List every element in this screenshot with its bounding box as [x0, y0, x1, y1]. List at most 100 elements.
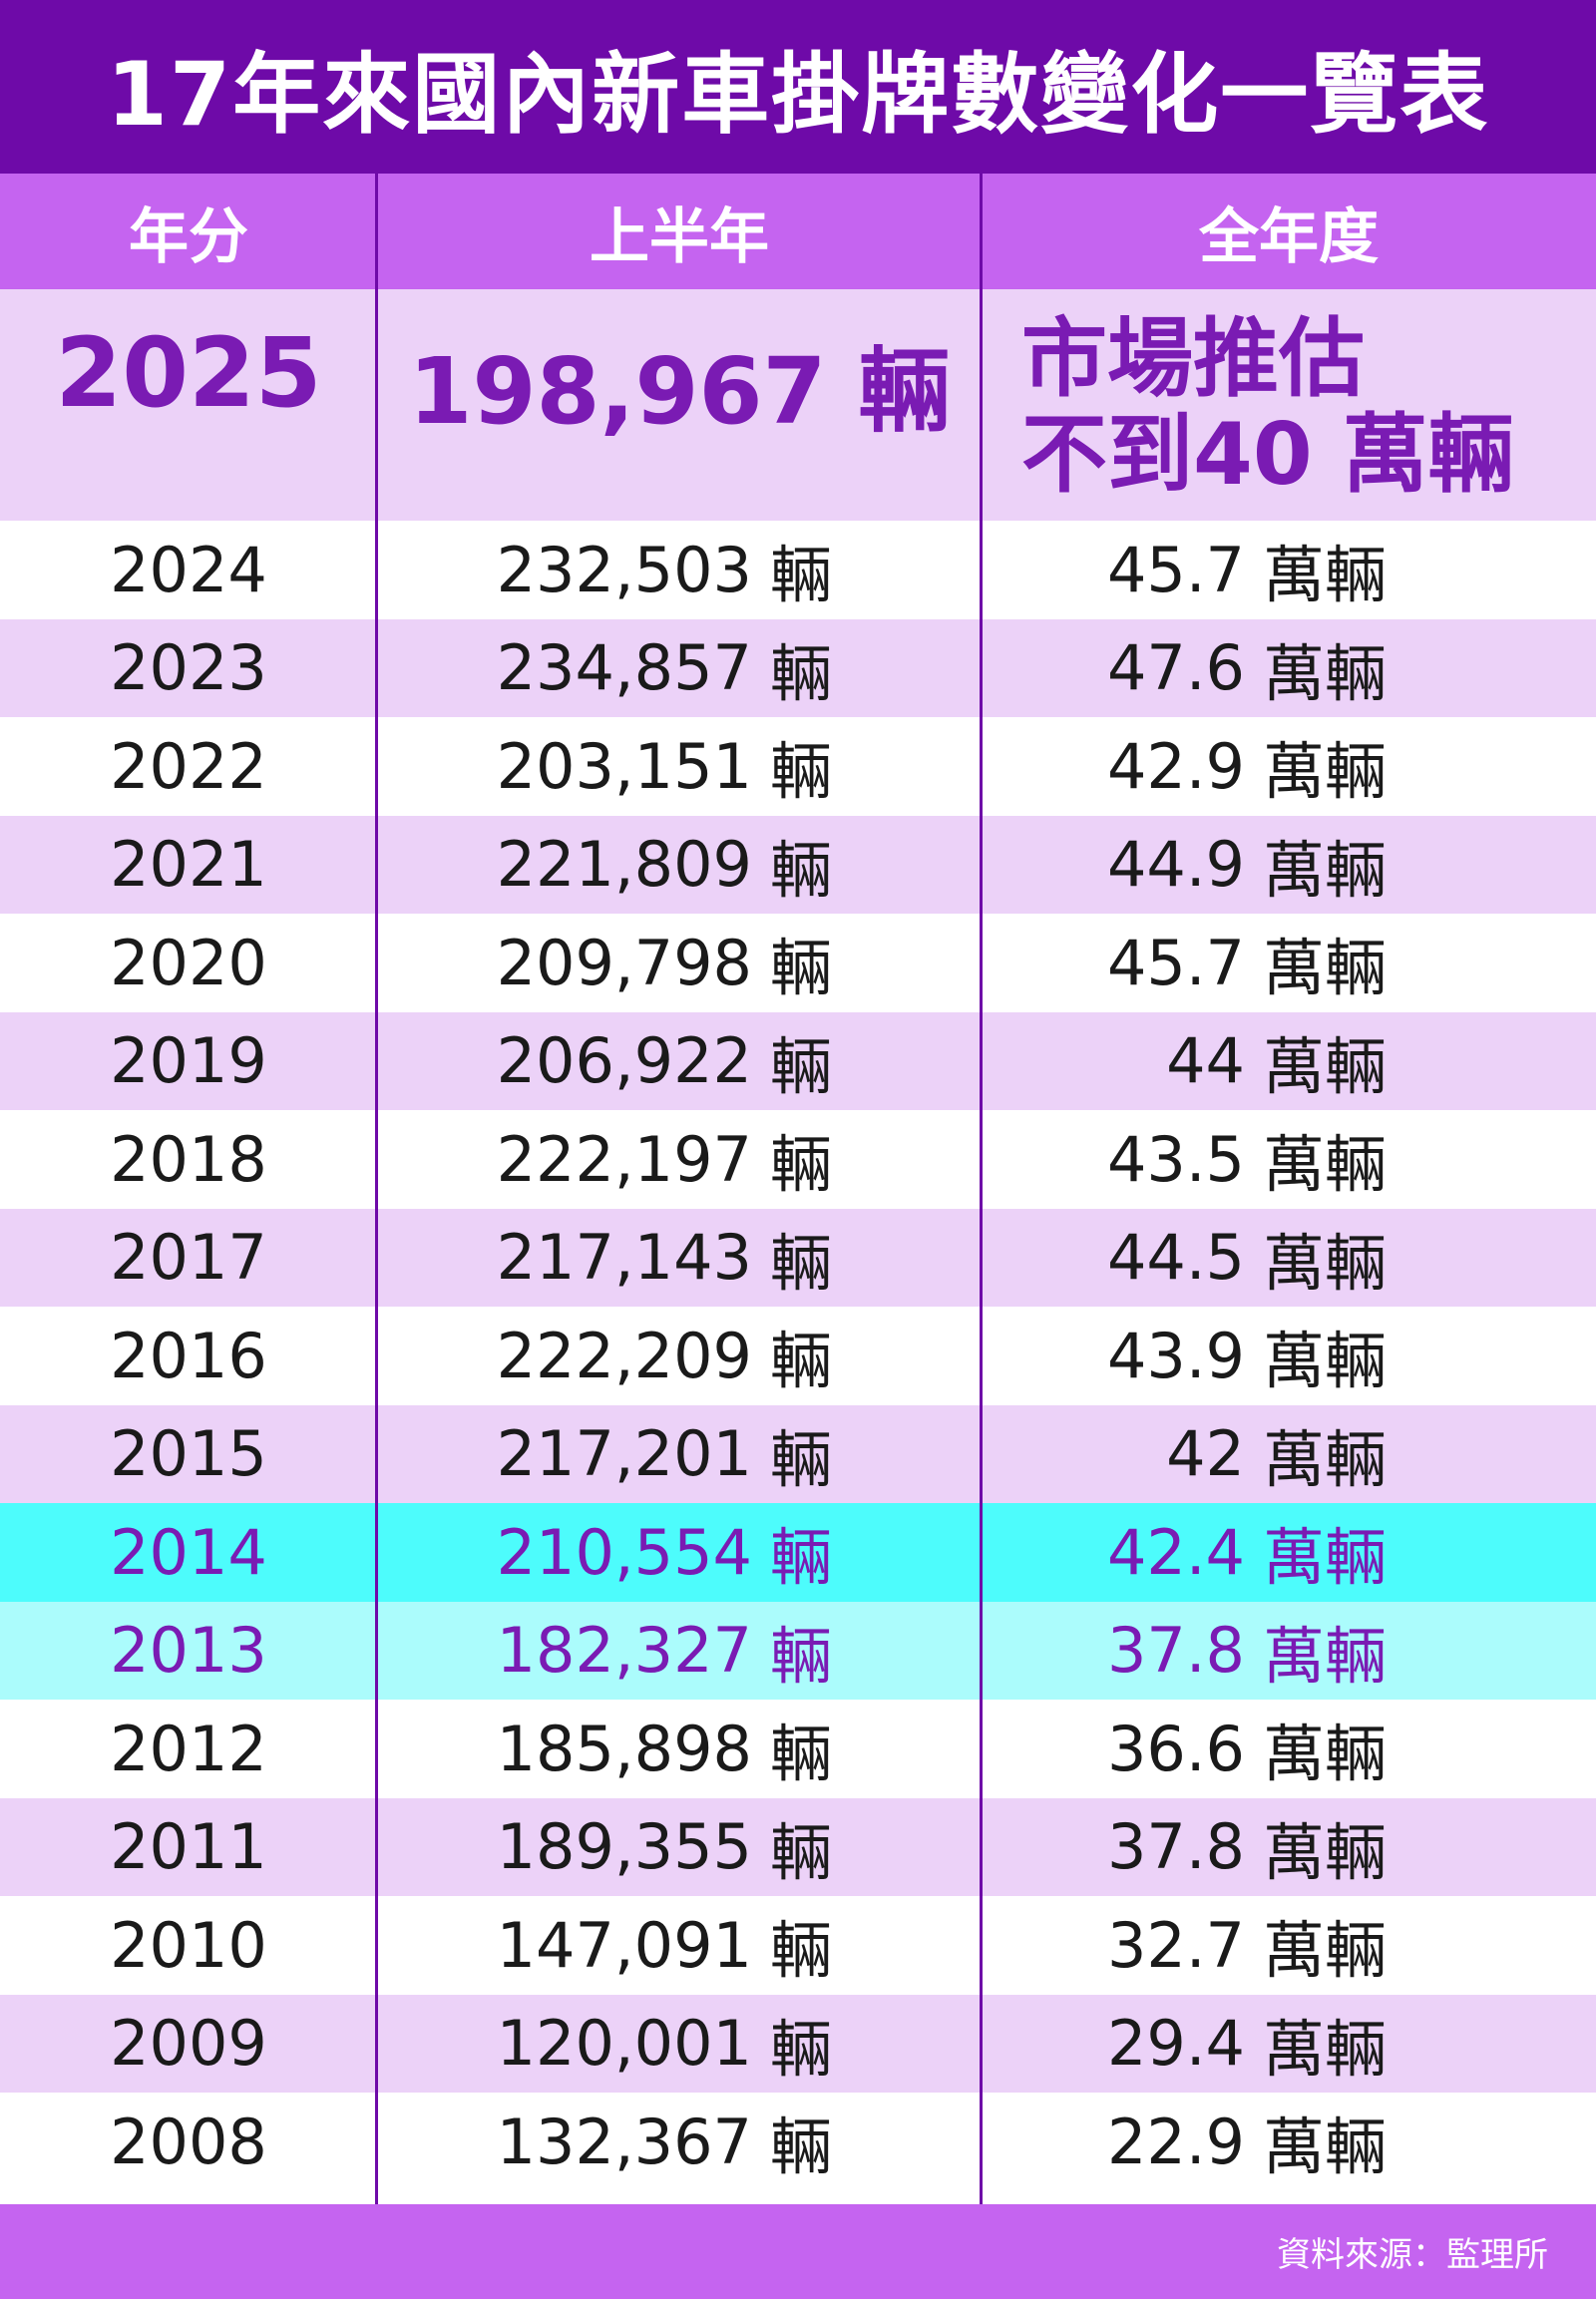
- row-full-year: 42 萬輛: [982, 1405, 1596, 1504]
- row-first-half-value: 234,857: [496, 631, 752, 705]
- row-first-half-value: 206,922: [496, 1024, 752, 1098]
- row-full-year: 47.6 萬輛: [982, 619, 1596, 718]
- row-full-year-unit: 萬輛: [1262, 2012, 1387, 2086]
- featured-row-2025: 2025 198,967 輛 市場推估 不到40 萬輛: [0, 289, 1596, 521]
- table-body: 2024 232,503 輛 45.7 萬輛 2023 234,857 輛 47.6 萬輛 2022…: [0, 521, 1596, 2191]
- row-first-half-unit: 輛: [769, 1815, 832, 1889]
- row-first-half-value: 210,554: [496, 1515, 752, 1589]
- row-first-half-unit: 輛: [769, 1226, 832, 1300]
- row-year: 2013: [110, 1614, 267, 1688]
- row-first-half-value: 221,809: [496, 828, 752, 902]
- row-first-half-unit: 輛: [769, 1914, 832, 1988]
- row-first-half-value: 189,355: [496, 1810, 752, 1884]
- row-full-year-value: 44.5: [1106, 1221, 1245, 1295]
- row-full-year: 22.9 萬輛: [982, 2093, 1596, 2191]
- row-full-year: 43.9 萬輛: [982, 1307, 1596, 1405]
- row-full-year-value: 42.9: [1106, 729, 1245, 803]
- row-full-year-value: 36.6: [1106, 1712, 1245, 1785]
- row-first-half-unit: 輛: [769, 1128, 832, 1202]
- row-year: 2020: [110, 926, 267, 999]
- row-full-year-value: 42: [1166, 1417, 1245, 1491]
- row-full-year-value: 44.9: [1106, 828, 1245, 902]
- row-full-year: 32.7 萬輛: [982, 1896, 1596, 1995]
- row-first-half-unit: 輛: [769, 833, 832, 907]
- row-year: 2008: [110, 2105, 267, 2178]
- row-full-year-value: 47.6: [1106, 631, 1245, 705]
- row-year: 2010: [110, 1908, 267, 1982]
- row-year: 2024: [110, 533, 267, 606]
- row-year: 2012: [110, 1712, 267, 1785]
- row-first-half-value: 185,898: [496, 1712, 752, 1785]
- table-row: 2017 217,143 輛 44.5 萬輛: [0, 1208, 1596, 1308]
- row-full-year-unit: 萬輛: [1262, 932, 1387, 1005]
- table-row: 2023 234,857 輛 47.6 萬輛: [0, 618, 1596, 718]
- row-full-year-unit: 萬輛: [1262, 539, 1387, 612]
- row-first-half: 210,554 輛: [377, 1503, 982, 1602]
- row-first-half-value: 132,367: [496, 2105, 752, 2178]
- featured-full-year-line2: 不到40 萬輛: [1021, 405, 1514, 505]
- row-full-year: 42.9 萬輛: [982, 717, 1596, 816]
- row-first-half-unit: 輛: [769, 636, 832, 710]
- row-first-half-value: 120,001: [496, 2007, 752, 2081]
- row-first-half-unit: 輛: [769, 1521, 832, 1595]
- row-first-half-unit: 輛: [769, 539, 832, 612]
- row-first-half: 222,209 輛: [377, 1307, 982, 1405]
- row-first-half: 222,197 輛: [377, 1110, 982, 1209]
- row-first-half: 203,151 輛: [377, 717, 982, 816]
- row-first-half: 120,001 輛: [377, 1995, 982, 2094]
- row-full-year: 37.8 萬輛: [982, 1602, 1596, 1701]
- row-first-half: 217,201 輛: [377, 1405, 982, 1504]
- row-full-year-value: 22.9: [1106, 2105, 1245, 2178]
- row-full-year-unit: 萬輛: [1262, 2110, 1387, 2184]
- row-first-half-unit: 輛: [769, 932, 832, 1005]
- row-full-year-value: 44: [1166, 1024, 1245, 1098]
- row-full-year-unit: 萬輛: [1262, 636, 1387, 710]
- row-full-year-unit: 萬輛: [1262, 1914, 1387, 1988]
- row-first-half-value: 203,151: [496, 729, 752, 803]
- row-first-half-unit: 輛: [769, 1619, 832, 1693]
- row-full-year-unit: 萬輛: [1262, 1029, 1387, 1103]
- row-full-year: 45.7 萬輛: [982, 521, 1596, 619]
- row-full-year: 43.5 萬輛: [982, 1110, 1596, 1209]
- row-first-half-unit: 輛: [769, 1029, 832, 1103]
- row-full-year-unit: 萬輛: [1262, 1128, 1387, 1202]
- row-first-half: 217,143 輛: [377, 1209, 982, 1308]
- row-first-half-value: 217,201: [496, 1417, 752, 1491]
- row-year: 2017: [110, 1221, 267, 1295]
- row-year: 2016: [110, 1319, 267, 1392]
- table-row: 2011 189,355 輛 37.8 萬輛: [0, 1797, 1596, 1897]
- table-row: 2013 182,327 輛 37.8 萬輛: [0, 1601, 1596, 1701]
- row-full-year-unit: 萬輛: [1262, 1619, 1387, 1693]
- row-full-year: 29.4 萬輛: [982, 1995, 1596, 2094]
- row-first-half: 234,857 輛: [377, 619, 982, 718]
- table-row: 2008 132,367 輛 22.9 萬輛: [0, 2093, 1596, 2191]
- row-first-half-value: 147,091: [496, 1908, 752, 1982]
- featured-first-half: 198,967 輛: [408, 338, 951, 445]
- row-first-half: 206,922 輛: [377, 1012, 982, 1111]
- row-full-year-value: 42.4: [1106, 1515, 1245, 1589]
- row-full-year: 36.6 萬輛: [982, 1700, 1596, 1798]
- row-first-half-unit: 輛: [769, 2012, 832, 2086]
- row-full-year: 44 萬輛: [982, 1012, 1596, 1111]
- row-first-half: 232,503 輛: [377, 521, 982, 619]
- row-full-year-unit: 萬輛: [1262, 1815, 1387, 1889]
- row-full-year-value: 43.9: [1106, 1319, 1245, 1392]
- row-first-half: 182,327 輛: [377, 1602, 982, 1701]
- table-row: 2022 203,151 輛 42.9 萬輛: [0, 717, 1596, 816]
- table-row: 2009 120,001 輛 29.4 萬輛: [0, 1994, 1596, 2094]
- row-full-year-value: 32.7: [1106, 1908, 1245, 1982]
- row-first-half-unit: 輛: [769, 735, 832, 809]
- featured-year: 2025: [55, 317, 322, 429]
- row-full-year-value: 43.5: [1106, 1122, 1245, 1196]
- row-full-year-unit: 萬輛: [1262, 1325, 1387, 1398]
- row-first-half-unit: 輛: [769, 1422, 832, 1496]
- table-row: 2015 217,201 輛 42 萬輛: [0, 1404, 1596, 1504]
- row-full-year: 44.9 萬輛: [982, 816, 1596, 915]
- row-first-half-unit: 輛: [769, 1325, 832, 1398]
- row-first-half: 221,809 輛: [377, 816, 982, 915]
- row-full-year-value: 45.7: [1106, 533, 1245, 606]
- row-year: 2015: [110, 1417, 267, 1491]
- row-first-half: 132,367 輛: [377, 2093, 982, 2191]
- row-first-half: 189,355 輛: [377, 1798, 982, 1897]
